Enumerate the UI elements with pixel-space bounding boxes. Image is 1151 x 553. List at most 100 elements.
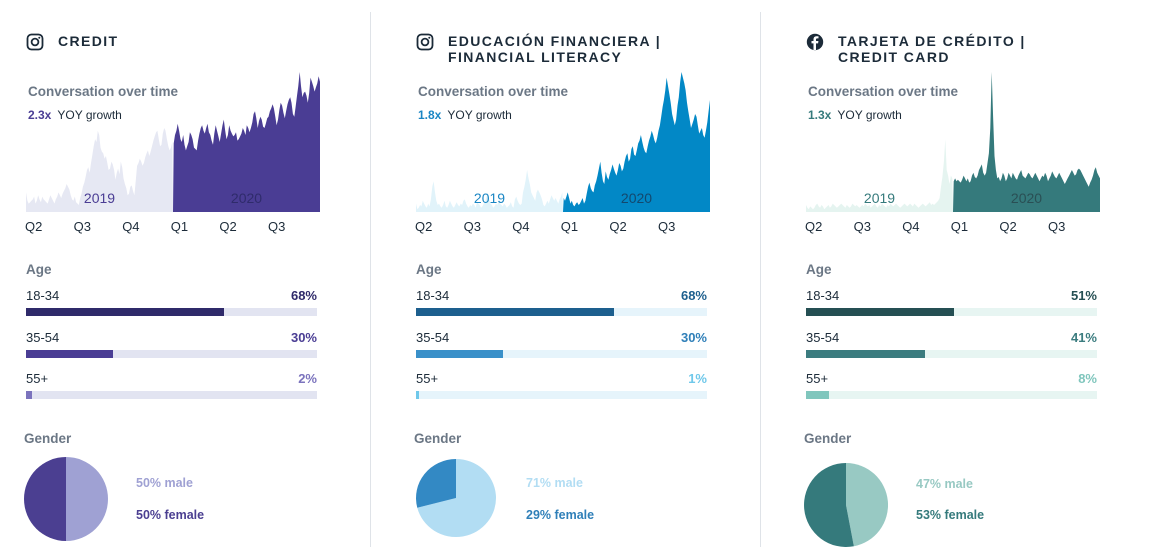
age-bar-track (806, 350, 1097, 358)
quarter-tick-label: Q2 (219, 219, 236, 234)
yoy-growth: 1.8x YOY growth (418, 108, 512, 122)
age-bar-fill (806, 350, 926, 358)
age-row: 18-34 51% (806, 288, 1097, 318)
quarter-tick-label: Q4 (122, 219, 139, 234)
quarter-tick-label: Q3 (1048, 219, 1065, 234)
age-range-label: 18-34 (806, 288, 840, 303)
quarter-tick-label: Q3 (658, 219, 675, 234)
age-percent-label: 1% (688, 371, 707, 386)
area-2019 (26, 128, 173, 212)
year-label-2020: 2020 (1011, 190, 1042, 206)
age-bar-track (806, 391, 1097, 399)
panel-title: EDUCACIÓN FINANCIERA | FINANCIAL LITERACY (416, 33, 661, 65)
age-bar-fill (416, 308, 614, 316)
panel-title-line: TARJETA DE CRÉDITO | (838, 33, 1026, 49)
conversation-area-chart: 2019 2020 Q2 Q3 Q4 Q1 Q2 Q3 (415, 72, 710, 234)
area-2020 (563, 72, 710, 212)
yoy-multiplier: 1.3x (808, 108, 832, 122)
quarter-tick-label: Q3 (854, 219, 871, 234)
gender-male-label: 71% male (526, 476, 583, 490)
age-bar-track (26, 350, 317, 358)
panel-title-line: EDUCACIÓN FINANCIERA | (448, 33, 662, 49)
gender-male-label: 50% male (136, 476, 193, 490)
age-row: 18-34 68% (416, 288, 707, 318)
age-row: 35-54 41% (806, 330, 1097, 360)
age-percent-label: 30% (680, 330, 707, 345)
age-row: 35-54 30% (416, 330, 707, 360)
age-heading: Age (806, 262, 832, 277)
age-bar-fill (806, 308, 955, 316)
area-2019 (416, 170, 563, 212)
quarter-tick-label: Q1 (171, 219, 188, 234)
age-range-label: 18-34 (26, 288, 60, 303)
conversation-heading: Conversation over time (28, 84, 179, 99)
quarter-tick-label: Q2 (999, 219, 1016, 234)
age-range-label: 35-54 (26, 330, 60, 345)
quarter-tick-label: Q2 (805, 219, 822, 234)
age-row: 18-34 68% (26, 288, 317, 318)
conversation-area-chart: 2019 2020 Q2 Q3 Q4 Q1 Q2 Q3 (25, 72, 320, 234)
quarter-tick-label: Q3 (268, 219, 285, 234)
age-range-label: 55+ (806, 371, 829, 386)
quarter-tick-label: Q3 (74, 219, 91, 234)
age-bar-fill (806, 391, 830, 399)
panel-divider (370, 12, 371, 547)
pie-slice-male (846, 463, 889, 547)
age-heading: Age (416, 262, 442, 277)
gender-heading: Gender (24, 431, 72, 446)
quarter-tick-label: Q4 (512, 219, 529, 234)
gender-heading: Gender (414, 431, 462, 446)
year-label-2019: 2019 (864, 190, 895, 206)
age-range-label: 18-34 (416, 288, 450, 303)
age-row: 55+ 2% (26, 371, 317, 401)
area-2020 (953, 72, 1100, 212)
conversation-area-chart: 2019 2020 Q2 Q3 Q4 Q1 Q2 Q3 (805, 72, 1100, 234)
panel-credit: CREDIT Conversation over time 2.3x YOY grow… (24, 0, 324, 547)
instagram-icon (26, 33, 44, 51)
age-percent-label: 51% (1070, 288, 1097, 303)
age-percent-label: 41% (1070, 330, 1097, 345)
age-row: 35-54 30% (26, 330, 317, 360)
panel-title-text: EDUCACIÓN FINANCIERA | FINANCIAL LITERACY (448, 33, 661, 65)
quarter-tick-label: Q2 (609, 219, 626, 234)
age-percent-label: 2% (298, 371, 317, 386)
year-label-2020: 2020 (621, 190, 652, 206)
quarter-tick-label: Q2 (25, 219, 42, 234)
conversation-heading: Conversation over time (418, 84, 569, 99)
panel-title: TARJETA DE CRÉDITO | CREDIT CARD (806, 33, 1026, 65)
panel-divider (760, 12, 761, 547)
gender-male-label: 47% male (916, 477, 973, 491)
age-percent-label: 68% (680, 288, 707, 303)
age-row: 55+ 1% (416, 371, 707, 401)
age-bar-track (806, 308, 1097, 316)
gender-pie-chart (416, 459, 497, 537)
quarter-tick-label: Q1 (951, 219, 968, 234)
panel-title-line: CREDIT (58, 33, 119, 49)
pie-slice-female (24, 457, 66, 541)
panel-title-text: TARJETA DE CRÉDITO | CREDIT CARD (838, 33, 1026, 65)
age-range-label: 35-54 (806, 330, 840, 345)
area-2020 (173, 72, 320, 212)
panel-title-line: CREDIT CARD (838, 49, 950, 65)
quarter-tick-label: Q3 (464, 219, 481, 234)
pie-slice-male (417, 459, 497, 537)
age-bar-fill (26, 350, 114, 358)
age-percent-label: 68% (290, 288, 317, 303)
yoy-label: YOY growth (447, 108, 512, 122)
panel-credit-card: TARJETA DE CRÉDITO | CREDIT CARD Conversat… (804, 0, 1104, 547)
age-bar-fill (416, 350, 504, 358)
quarter-tick-label: Q2 (415, 219, 432, 234)
instagram-icon (416, 33, 434, 51)
gender-female-label: 50% female (136, 508, 205, 522)
yoy-multiplier: 2.3x (28, 108, 52, 122)
age-range-label: 55+ (26, 371, 49, 386)
pie-slice-male (66, 457, 108, 541)
age-range-label: 55+ (416, 371, 439, 386)
age-bar-track (26, 308, 317, 316)
pie-slice-female (804, 463, 854, 547)
conversation-heading: Conversation over time (808, 84, 959, 99)
year-label-2019: 2019 (84, 190, 115, 206)
gender-pie-chart (804, 463, 889, 547)
age-bar-track (416, 308, 707, 316)
age-range-label: 35-54 (416, 330, 450, 345)
